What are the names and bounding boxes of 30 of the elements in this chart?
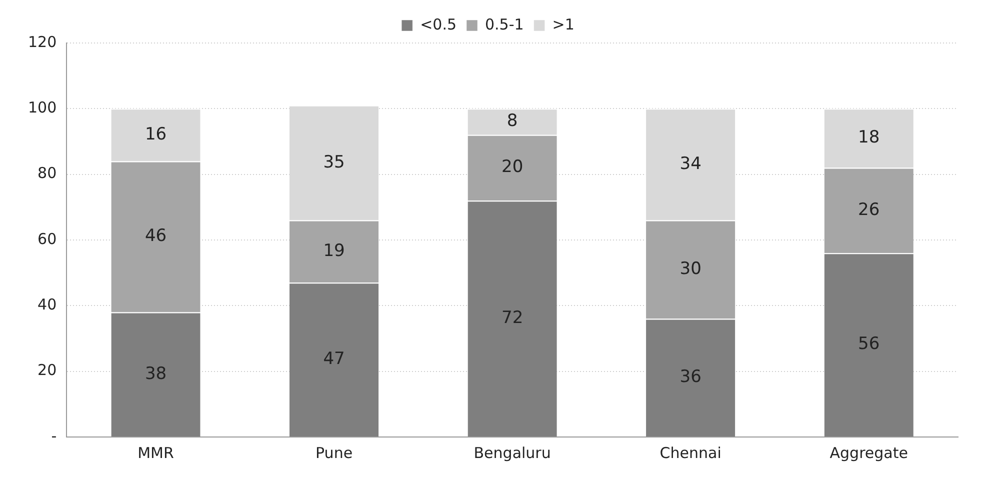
y-tick-label: 60 [38, 230, 57, 248]
y-tick-label: 80 [38, 164, 57, 182]
y-tick-label: 20 [38, 361, 57, 380]
data-label: 35 [323, 152, 345, 172]
data-label: 34 [680, 154, 702, 174]
y-tick-label: 40 [38, 296, 57, 314]
data-label: 38 [144, 364, 167, 384]
x-tick-label: Aggregate [830, 444, 908, 462]
x-tick-label: Pune [316, 444, 353, 462]
y-tick-label: - [51, 426, 57, 445]
y-tick-label: 100 [28, 98, 57, 117]
data-label: 16 [144, 124, 167, 144]
data-label: 56 [858, 334, 880, 354]
data-label: 20 [501, 157, 524, 178]
data-label: 26 [858, 200, 880, 220]
data-label: 19 [323, 240, 345, 261]
legend-label: >1 [552, 15, 574, 34]
x-tick-label: MMR [138, 444, 174, 462]
data-label: 46 [144, 226, 167, 246]
x-tick-label: Bengaluru [474, 444, 551, 462]
data-label: 47 [323, 349, 345, 370]
legend-label: <0.5 [420, 15, 457, 34]
data-label: 30 [680, 258, 702, 279]
data-label: 72 [501, 308, 524, 328]
data-label: 8 [506, 111, 518, 132]
data-label: 18 [858, 128, 880, 148]
x-tick-label: Chennai [660, 444, 722, 462]
data-label: 36 [680, 367, 702, 388]
legend-label: 0.5-1 [485, 15, 524, 34]
y-tick-label: 120 [28, 32, 57, 51]
